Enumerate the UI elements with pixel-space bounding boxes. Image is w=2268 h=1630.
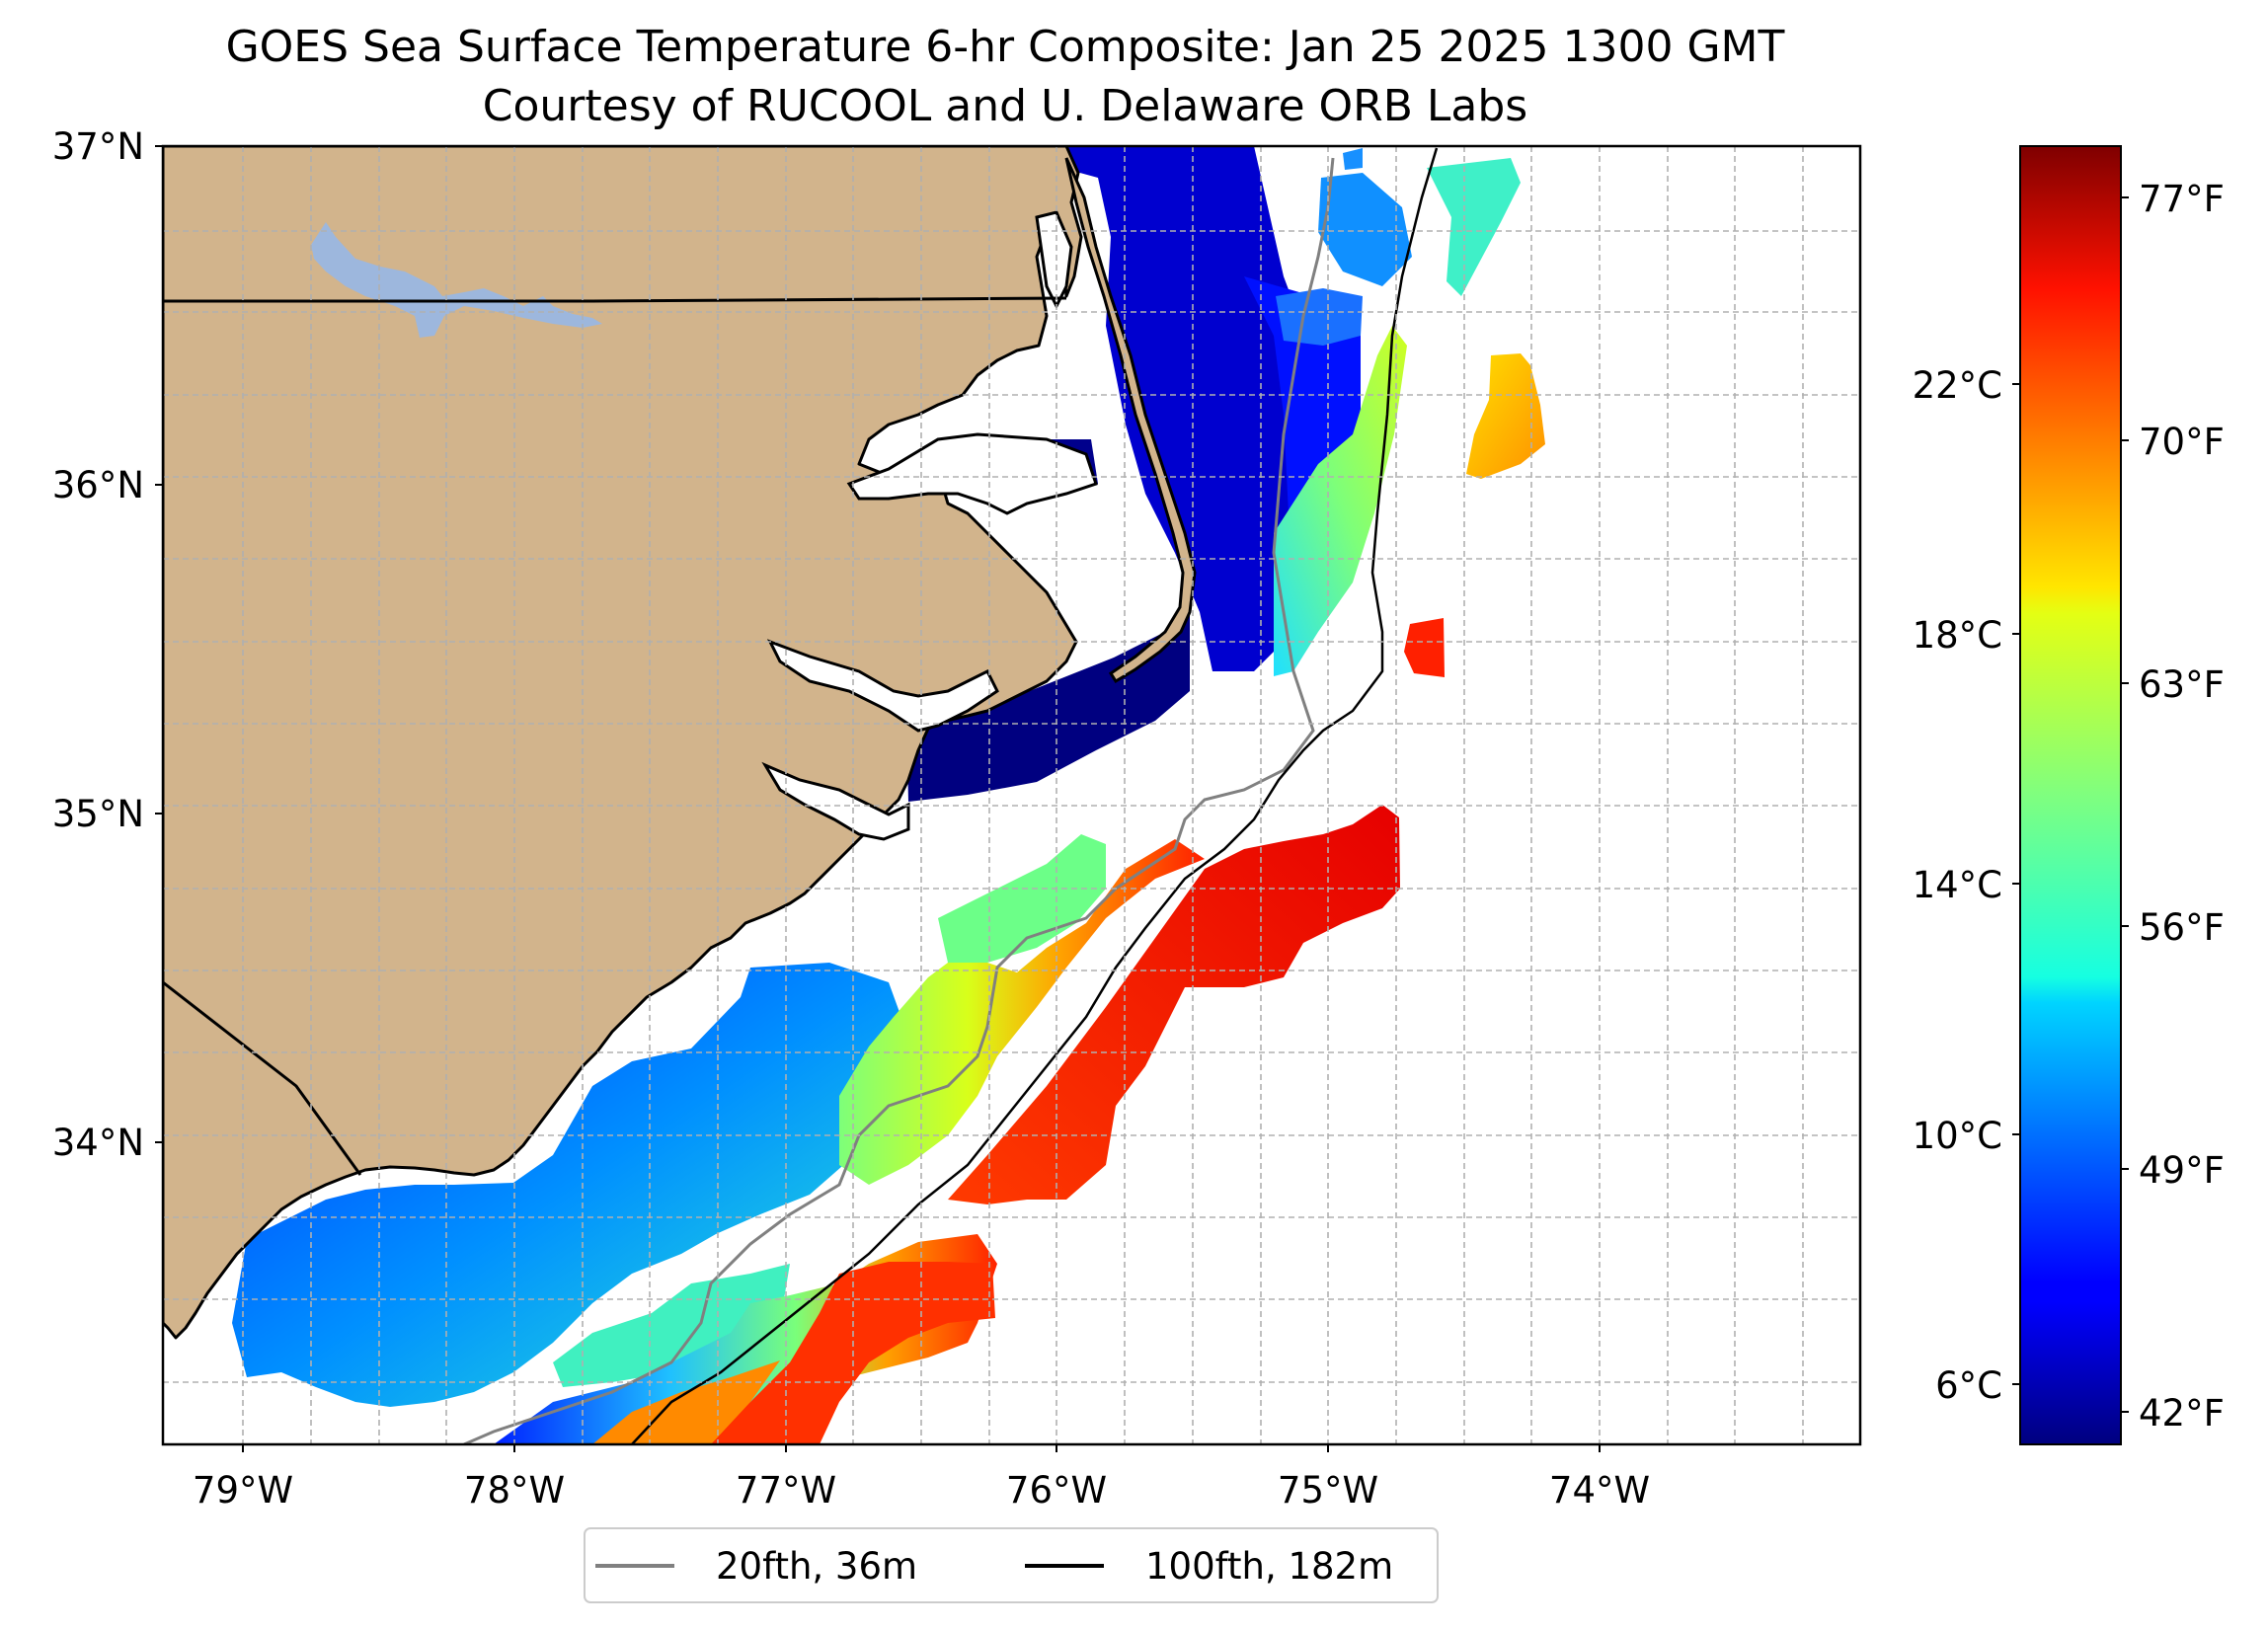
lat-label-36: 36°N: [52, 464, 144, 506]
lon-label-79: 79°W: [193, 1469, 293, 1512]
colorbar-label-14c: 14°C: [1913, 864, 2002, 906]
colorbar-label-70f: 70°F: [2139, 421, 2225, 463]
sst-gulf-stream-main: [948, 805, 1400, 1204]
colorbar-label-6c: 6°C: [1935, 1364, 2002, 1407]
colorbar-label-56f: 56°F: [2139, 906, 2225, 949]
colorbar-label-10c: 10°C: [1913, 1115, 2002, 1157]
lat-label-37: 37°N: [52, 125, 144, 168]
map-gridlines: [163, 146, 1860, 1444]
lon-label-74: 74°W: [1549, 1469, 1650, 1512]
colorbar-label-49f: 49°F: [2139, 1149, 2225, 1192]
map-title: GOES Sea Surface Temperature 6-hr Compos…: [226, 22, 1785, 72]
va-nc-border: [163, 296, 1067, 303]
colorbar-ticks-celsius: [2012, 383, 2020, 1385]
albemarle-sound-water: [846, 432, 1098, 515]
colorbar-label-77f: 77°F: [2139, 178, 2225, 220]
sst-ne-patch: [1318, 173, 1412, 286]
lon-label-75: 75°W: [1278, 1469, 1378, 1512]
sst-pamlico-sound: [906, 612, 1190, 802]
sst-cape-lookout-mid: [839, 839, 1205, 1185]
isobath-legend: 20fth, 36m 100fth, 182m: [584, 1527, 1439, 1603]
legend-label-100fth: 100fth, 182m: [1145, 1545, 1393, 1588]
colorbar-ticks-fahrenheit: [2121, 196, 2129, 1413]
colorbar-label-42f: 42°F: [2139, 1392, 2225, 1435]
lon-label-76: 76°W: [1006, 1469, 1107, 1512]
sst-coastal-cold-north: [982, 146, 1313, 671]
colorbar-label-63f: 63°F: [2139, 663, 2225, 706]
sst-south-teal-tongue: [553, 1264, 790, 1387]
lon-axis: [242, 1444, 1601, 1452]
sst-south-coastal: [232, 963, 908, 1407]
legend-box: [584, 1527, 1439, 1603]
legend-label-20fth: 20fth, 36m: [716, 1545, 917, 1588]
isobath-20fth: [463, 157, 1335, 1444]
lon-label-77: 77°W: [736, 1469, 836, 1512]
colorbar-label-22c: 22°C: [1913, 364, 2002, 407]
map-frame: [161, 144, 1862, 1446]
sst-ne-patch-blue: [1343, 148, 1363, 170]
outer-banks-barrier: [1064, 157, 1197, 684]
colorbar: [2019, 145, 2122, 1445]
sst-cape-lookout-green: [938, 834, 1106, 963]
currituck-water: [1035, 210, 1073, 310]
land-north-carolina: [163, 146, 1083, 1340]
pamlico-river-water: [766, 639, 999, 733]
map-subtitle: Courtesy of RUCOOL and U. Delaware ORB L…: [483, 81, 1527, 131]
nc-sc-border: [163, 980, 362, 1176]
sst-offshore-yellow: [1466, 353, 1545, 479]
sst-shelf-north-blue: [1276, 288, 1363, 346]
sst-offshore-red-small: [1404, 618, 1445, 677]
map-area: [163, 146, 1860, 1444]
lat-label-34: 34°N: [52, 1122, 144, 1164]
kerr-lake: [311, 222, 602, 338]
sst-gulf-stream-south-orange: [592, 1360, 780, 1444]
lat-label-35: 35°N: [52, 793, 144, 835]
colorbar-label-18c: 18°C: [1913, 614, 2002, 657]
sst-gulf-stream-south: [691, 1262, 995, 1444]
sst-ne-patch-green: [1427, 158, 1521, 296]
neuse-river-water: [761, 761, 910, 841]
sst-shelf-north: [1274, 326, 1407, 676]
lat-axis: [155, 145, 163, 1143]
lon-label-78: 78°W: [464, 1469, 565, 1512]
